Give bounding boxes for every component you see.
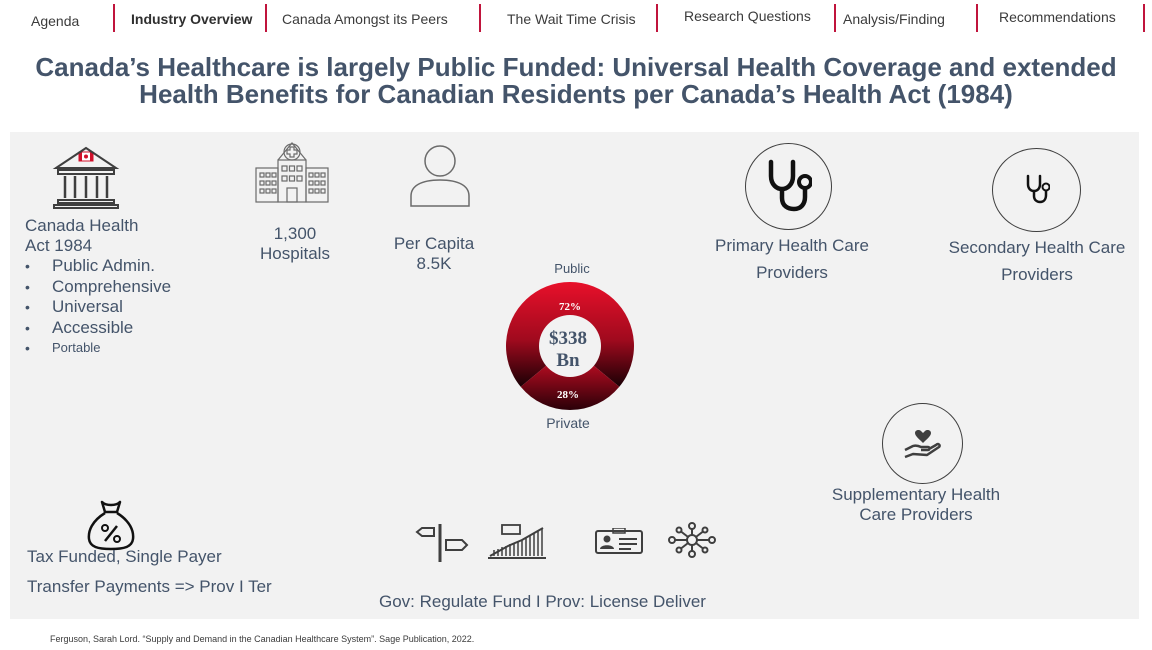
private-label: Private	[546, 415, 590, 431]
health-act-line-2: Act 1984	[25, 236, 93, 255]
supplementary-providers-line-1: Supplementary Health	[831, 485, 1001, 504]
health-act-principles-list: Public Admin. Comprehensive Universal Ac…	[25, 256, 171, 359]
secondary-providers-label: Secondary Health Care Providers	[932, 234, 1142, 288]
network-icon	[668, 522, 716, 558]
funding-donut-chart: 72% 28% $338 Bn	[506, 282, 634, 411]
hospitals-stat: 1,300 Hospitals	[245, 224, 345, 264]
supplementary-providers-line-2: Care Providers	[859, 505, 973, 524]
nav-tab-label: The Wait Time Crisis	[507, 11, 636, 27]
nav-tab-canada-amongst-peers[interactable]: Canada Amongst its Peers	[282, 11, 448, 39]
funding-total-line-1: $338	[549, 328, 587, 349]
signpost-icon	[415, 524, 469, 562]
nav-separator	[113, 4, 115, 32]
source-citation: Ferguson, Sarah Lord. “Supply and Demand…	[50, 634, 475, 644]
nav-tab-label: Recommendations	[999, 9, 1116, 25]
page-title-line-2: Health Benefits for Canadian Residents p…	[139, 79, 1013, 109]
financing-line-2: Transfer Payments => Prov I Ter	[27, 577, 272, 596]
nav-tab-label: Agenda	[31, 13, 80, 29]
nav-separator	[1143, 4, 1145, 32]
primary-providers-label: Primary Health Care Providers	[692, 232, 892, 286]
nav-tab-label: Canada Amongst its Peers	[282, 11, 448, 27]
list-item: Portable	[25, 338, 171, 359]
nav-separator	[479, 4, 481, 32]
public-label: Public	[554, 261, 590, 276]
page-title: Canada’s Healthcare is largely Public Fu…	[0, 54, 1152, 108]
primary-providers-line-1: Primary Health Care	[715, 236, 869, 255]
per-capita-label: Per Capita	[393, 234, 475, 253]
private-pct-label: 28%	[557, 389, 579, 401]
primary-providers-line-2: Providers	[756, 263, 828, 282]
nav-tab-analysis-finding[interactable]: Analysis/Finding	[843, 11, 945, 39]
public-pct-label: 72%	[559, 301, 581, 313]
donut-hole	[539, 315, 601, 377]
list-item: Public Admin.	[25, 256, 171, 277]
supplementary-providers-label: Supplementary Health Care Providers	[810, 485, 1022, 525]
stethoscope-icon	[1026, 174, 1050, 204]
nav-tab-label: Industry Overview	[131, 11, 253, 27]
donut-segment-private	[520, 346, 620, 411]
list-item: Universal	[25, 297, 171, 318]
nav-tab-recommendations[interactable]: Recommendations	[999, 9, 1116, 37]
hospitals-label: Hospitals	[260, 244, 330, 263]
nav-separator	[265, 4, 267, 32]
nav-tab-industry-overview[interactable]: Industry Overview	[131, 11, 252, 39]
list-item: Accessible	[25, 318, 171, 339]
nav-tab-agenda[interactable]: Agenda	[31, 13, 79, 41]
secondary-providers-line-2: Providers	[1001, 265, 1073, 284]
health-act-label: Canada Health Act 1984	[25, 216, 138, 256]
page-title-line-1: Canada’s Healthcare is largely Public Fu…	[35, 52, 1117, 82]
money-bag-percent-icon	[87, 500, 135, 551]
supplementary-care-icon-circle	[882, 403, 963, 484]
nav-separator	[656, 4, 658, 32]
per-capita-stat: Per Capita 8.5K	[384, 234, 484, 274]
hospital-building-icon	[255, 142, 329, 203]
primary-care-icon-circle	[745, 143, 832, 230]
nav-tab-label: Research Questions	[684, 8, 811, 24]
nav-tab-label: Analysis/Finding	[843, 11, 945, 27]
stethoscope-icon	[768, 159, 812, 212]
growth-chart-icon	[488, 524, 546, 559]
secondary-care-icon-circle	[992, 148, 1081, 232]
person-icon	[410, 145, 470, 207]
nav-tab-wait-time-crisis[interactable]: The Wait Time Crisis	[507, 11, 636, 39]
governance-label: Gov: Regulate Fund I Prov: License Deliv…	[379, 592, 706, 611]
nav-tab-research-questions[interactable]: Research Questions	[684, 8, 811, 36]
nav-separator	[976, 4, 978, 32]
hospitals-count: 1,300	[273, 224, 317, 243]
secondary-providers-line-1: Secondary Health Care	[948, 238, 1126, 257]
government-building-flag-icon	[52, 146, 120, 209]
health-act-line-1: Canada Health	[25, 216, 139, 235]
funding-total-line-2: Bn	[556, 350, 580, 371]
hand-heart-icon	[904, 430, 941, 459]
nav-separator	[834, 4, 836, 32]
list-item: Comprehensive	[25, 277, 171, 298]
license-card-icon	[595, 528, 643, 554]
financing-line-1: Tax Funded, Single Payer	[27, 547, 222, 566]
per-capita-value: 8.5K	[416, 254, 452, 273]
